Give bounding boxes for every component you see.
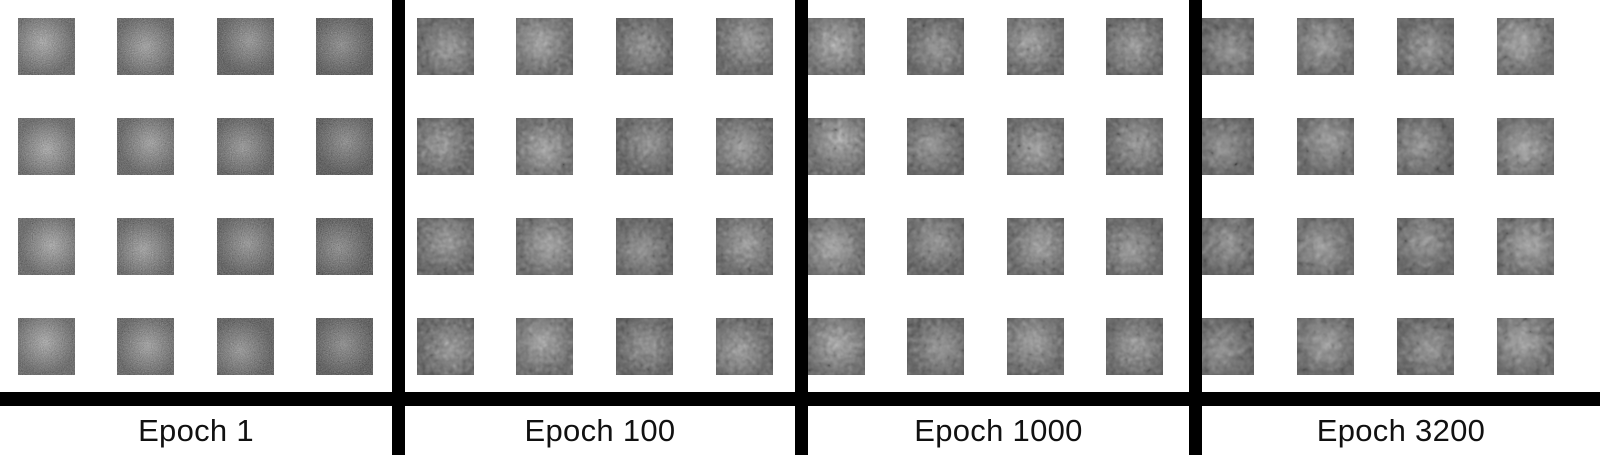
generated-sample-image — [217, 118, 274, 175]
generated-sample-image — [1497, 318, 1554, 375]
generated-sample-image — [1497, 118, 1554, 175]
generated-sample-image — [417, 118, 474, 175]
generated-sample-image — [907, 118, 964, 175]
generated-sample-image — [1397, 318, 1454, 375]
caption-epoch-1000: Epoch 1000 — [914, 412, 1083, 448]
generated-sample-image — [1007, 18, 1064, 75]
generated-sample-image — [516, 318, 573, 375]
generated-sample-image — [907, 218, 964, 275]
generated-sample-image — [316, 218, 373, 275]
generated-sample-image — [1197, 218, 1254, 275]
generated-sample-image — [516, 218, 573, 275]
generated-sample-image — [1397, 18, 1454, 75]
generated-sample-image — [117, 318, 174, 375]
generated-sample-image — [516, 118, 573, 175]
generated-sample-image — [616, 318, 673, 375]
vertical-divider — [392, 0, 405, 455]
generated-sample-image — [808, 118, 865, 175]
generated-sample-image — [808, 18, 865, 75]
generated-sample-image — [1497, 18, 1554, 75]
generated-sample-image — [1106, 218, 1163, 275]
generated-sample-image — [616, 118, 673, 175]
generated-sample-image — [417, 218, 474, 275]
generated-sample-image — [1297, 218, 1354, 275]
vertical-divider — [1189, 0, 1202, 455]
generated-sample-image — [117, 218, 174, 275]
generated-sample-image — [808, 318, 865, 375]
generated-sample-image — [1497, 218, 1554, 275]
generated-sample-image — [907, 318, 964, 375]
generated-sample-image — [1106, 18, 1163, 75]
panel-epoch-3200 — [1197, 0, 1600, 392]
vertical-divider — [795, 0, 808, 455]
generated-sample-image — [1007, 118, 1064, 175]
generated-sample-image — [217, 18, 274, 75]
generated-sample-image — [1197, 18, 1254, 75]
panel-epoch-1000 — [808, 0, 1189, 392]
generated-sample-image — [716, 318, 773, 375]
generated-sample-image — [1297, 318, 1354, 375]
generated-sample-image — [1007, 318, 1064, 375]
panel-epoch-100 — [405, 0, 793, 392]
generated-sample-image — [616, 218, 673, 275]
generated-sample-image — [117, 118, 174, 175]
panel-epoch-1 — [0, 0, 392, 392]
generated-sample-image — [1297, 118, 1354, 175]
generated-sample-image — [1197, 118, 1254, 175]
caption-epoch-100: Epoch 100 — [524, 412, 676, 448]
generated-sample-image — [316, 118, 373, 175]
generated-sample-image — [516, 18, 573, 75]
generated-sample-image — [1197, 318, 1254, 375]
generated-sample-image — [1297, 18, 1354, 75]
generated-sample-image — [1397, 118, 1454, 175]
generated-sample-image — [1007, 218, 1064, 275]
generated-sample-image — [716, 118, 773, 175]
generated-sample-image — [217, 218, 274, 275]
generated-sample-image — [18, 18, 75, 75]
generated-sample-image — [907, 18, 964, 75]
generated-sample-image — [716, 218, 773, 275]
generated-sample-image — [417, 318, 474, 375]
generated-sample-image — [18, 318, 75, 375]
caption-epoch-3200: Epoch 3200 — [1316, 412, 1486, 448]
generated-sample-image — [1397, 218, 1454, 275]
generated-sample-image — [1106, 318, 1163, 375]
generated-sample-image — [316, 18, 373, 75]
generated-sample-image — [18, 118, 75, 175]
generated-sample-image — [417, 18, 474, 75]
caption-epoch-1: Epoch 1 — [138, 412, 254, 448]
generated-sample-image — [18, 218, 75, 275]
generated-sample-image — [808, 218, 865, 275]
generated-sample-image — [117, 18, 174, 75]
generated-sample-image — [316, 318, 373, 375]
generated-sample-image — [217, 318, 274, 375]
generated-sample-image — [1106, 118, 1163, 175]
generated-sample-image — [616, 18, 673, 75]
generated-sample-image — [716, 18, 773, 75]
